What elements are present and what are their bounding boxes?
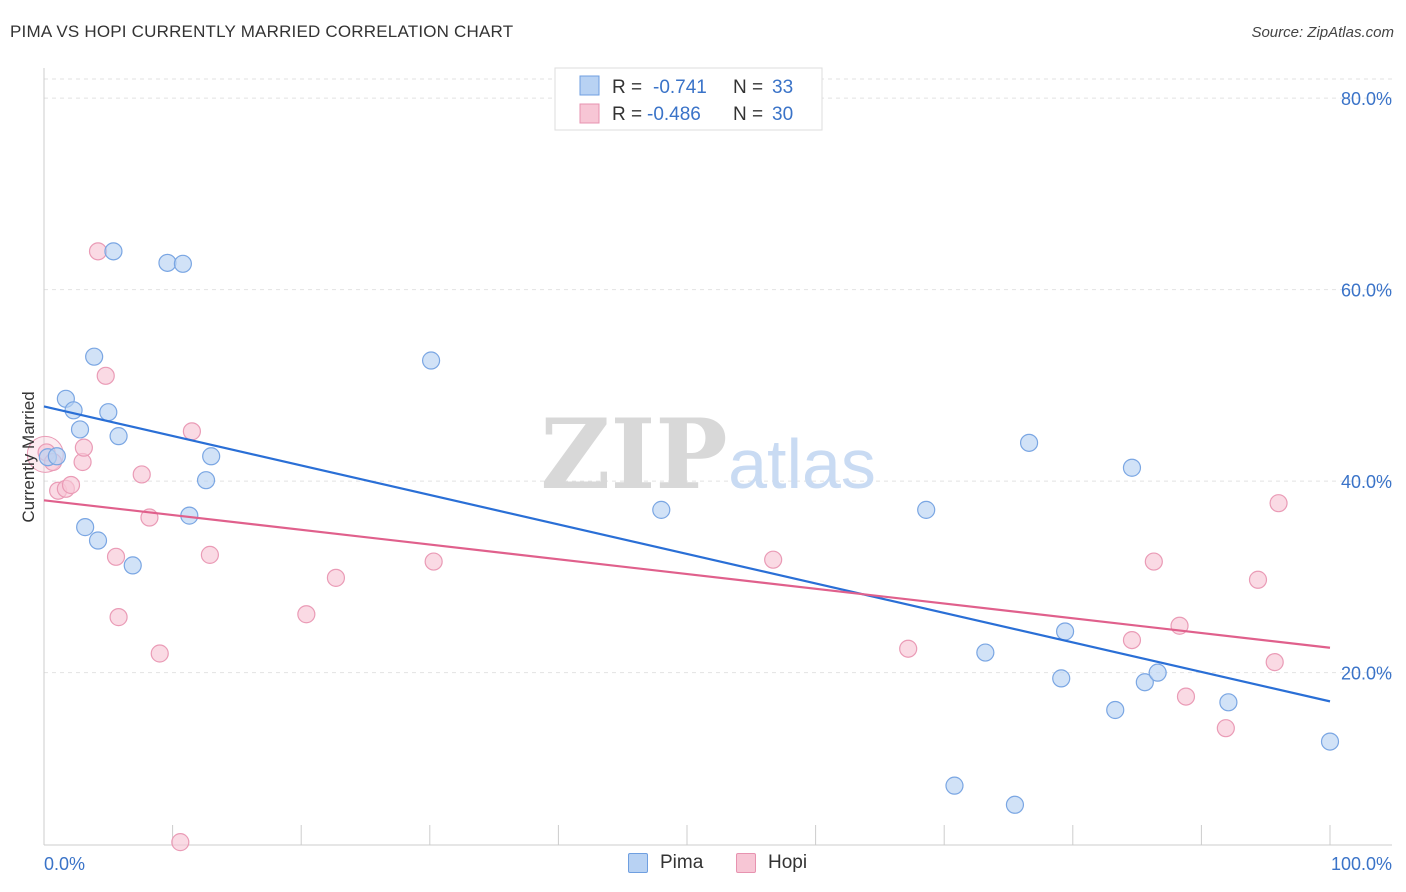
chart-title: PIMA VS HOPI CURRENTLY MARRIED CORRELATI… xyxy=(10,22,514,41)
hopi-point xyxy=(182,422,201,441)
legend-label-hopi: Hopi xyxy=(768,852,808,873)
stats-legend: R = -0.741 N = 33 R = -0.486 N = 30 xyxy=(554,67,823,131)
tick-labels: 20.0% 40.0% 60.0% 80.0% 0.0% 100.0% xyxy=(44,89,1392,874)
hopi-stats-swatch xyxy=(579,103,600,124)
pima-point xyxy=(64,401,83,420)
hopi-point xyxy=(109,608,128,627)
pima-trend-line xyxy=(43,405,1331,703)
pima-r-value: -0.741 xyxy=(653,77,707,98)
hopi-point xyxy=(88,242,108,261)
hopi-r-label: R = xyxy=(612,104,642,125)
pima-point xyxy=(421,351,441,370)
hopi-point xyxy=(1176,687,1196,706)
pima-n-value: 33 xyxy=(772,77,793,98)
pima-point xyxy=(1320,732,1340,751)
y-axis-label: Currently Married xyxy=(19,391,38,522)
hopi-point xyxy=(1216,719,1235,738)
pima-point xyxy=(173,254,192,273)
hopi-point xyxy=(1248,570,1268,589)
hopi-point xyxy=(297,605,316,624)
legend-item-pima[interactable]: Pima xyxy=(628,852,703,874)
trend-lines xyxy=(43,405,1331,703)
pima-stats-swatch xyxy=(579,75,600,96)
pima-point xyxy=(158,253,177,272)
pima-point xyxy=(945,776,964,795)
y-tick-label: 80.0% xyxy=(1341,89,1392,109)
hopi-swatch xyxy=(736,853,756,873)
pima-point xyxy=(104,242,123,261)
hopi-point xyxy=(106,547,126,566)
pima-points xyxy=(38,242,1340,814)
hopi-point xyxy=(764,550,783,569)
pima-point xyxy=(85,347,104,366)
pima-point xyxy=(1055,622,1075,641)
pima-point xyxy=(917,500,936,519)
pima-point xyxy=(88,531,108,550)
hopi-point xyxy=(1122,630,1142,650)
pima-point xyxy=(76,518,95,537)
pima-point xyxy=(109,427,128,446)
pima-point xyxy=(1148,663,1167,682)
pima-point xyxy=(1052,669,1071,688)
hopi-n-label: N = xyxy=(733,104,763,125)
series-legend: Pima Hopi xyxy=(0,852,1406,878)
pima-swatch xyxy=(628,853,648,873)
legend-item-hopi[interactable]: Hopi xyxy=(736,852,807,874)
hopi-point xyxy=(96,366,115,385)
pima-r-label: R = xyxy=(612,77,642,98)
pima-point xyxy=(196,471,216,490)
watermark: ZIP atlas xyxy=(540,398,876,511)
hopi-point xyxy=(171,833,190,852)
hopi-point xyxy=(61,475,81,495)
source-label: Source: ZipAtlas.com xyxy=(1251,24,1394,41)
y-tick-label: 60.0% xyxy=(1341,281,1392,301)
hopi-point xyxy=(1269,494,1288,513)
watermark-zip: ZIP xyxy=(540,398,727,511)
pima-point xyxy=(1005,795,1025,814)
pima-point xyxy=(202,447,221,466)
hopi-n-value: 30 xyxy=(772,104,793,125)
legend-label-pima: Pima xyxy=(660,852,704,873)
grid-lines xyxy=(44,78,1392,674)
pima-point xyxy=(1219,693,1238,712)
pima-point xyxy=(976,643,995,662)
hopi-point xyxy=(1144,552,1163,571)
hopi-point xyxy=(1265,653,1284,672)
hopi-r-value: -0.486 xyxy=(647,104,701,125)
pima-point xyxy=(1122,458,1142,477)
pima-point xyxy=(1106,700,1125,720)
hopi-point xyxy=(424,552,443,571)
hopi-point xyxy=(74,438,93,457)
y-tick-label: 20.0% xyxy=(1341,664,1392,684)
pima-point xyxy=(123,556,142,575)
pima-point xyxy=(70,420,90,439)
pima-point xyxy=(652,500,671,519)
hopi-point xyxy=(899,639,918,658)
pima-n-label: N = xyxy=(733,77,763,98)
hopi-trend-line xyxy=(43,499,1331,649)
watermark-atlas: atlas xyxy=(728,425,876,503)
hopi-point xyxy=(200,545,219,564)
hopi-point xyxy=(326,568,346,587)
pima-point xyxy=(1019,433,1039,452)
hopi-point xyxy=(150,644,169,663)
hopi-point xyxy=(132,465,151,484)
pima-point xyxy=(99,403,118,422)
x-tick-label-min: 0.0% xyxy=(44,854,85,874)
pima-point xyxy=(47,447,66,466)
y-tick-label: 40.0% xyxy=(1341,472,1392,492)
x-tick-label-max: 100.0% xyxy=(1331,854,1392,874)
pima-point xyxy=(1135,673,1154,692)
